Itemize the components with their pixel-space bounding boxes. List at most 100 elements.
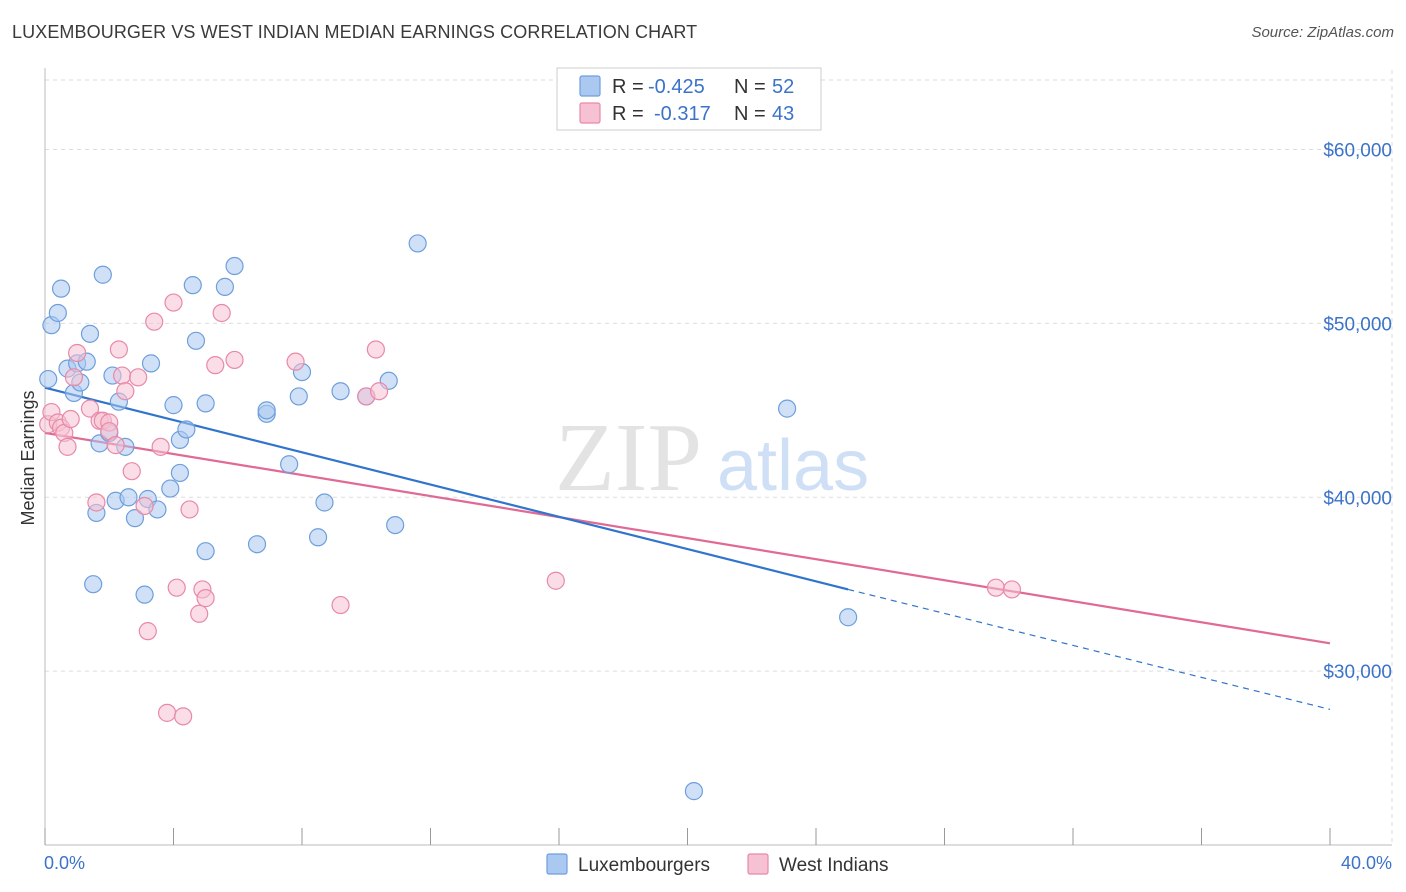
legend-swatch-wi [579,102,601,124]
y-tick-label-2: $50,000 [1323,314,1392,335]
chart-title: LUXEMBOURGER VS WEST INDIAN MEDIAN EARNI… [12,22,698,42]
series-label-wi: West Indians [779,855,888,876]
point-wi-37 [331,595,350,615]
point-lux-3 [51,279,71,298]
point-wi-23 [145,312,164,331]
point-lux-39 [280,455,299,474]
point-lux-42 [308,528,328,547]
point-wi-43 [1002,580,1022,599]
point-wi-22 [138,622,157,641]
grid-lines [45,70,1393,845]
point-lux-25 [161,479,180,498]
legend-r-value-lux: -0.425 [648,76,705,98]
point-wi-36 [286,352,305,371]
point-lux-20 [125,509,145,528]
point-wi-19 [122,462,141,481]
legend-r-label-lux: R = [612,76,644,98]
point-wi-18 [116,382,135,401]
point-wi-8 [68,343,87,363]
point-lux-13 [93,265,112,284]
trend-lines [44,386,1331,710]
watermark-atlas: atlas [717,426,869,506]
legend-n-value-lux: 52 [772,76,794,98]
legend-frame [556,67,822,131]
point-wi-30 [190,604,209,623]
x-tick-labels: 0.0% 40.0% [44,853,1392,873]
point-wi-33 [206,356,225,375]
point-lux-0 [39,369,58,389]
trend-line-lux-extension [847,588,1331,710]
point-lux-43 [315,493,334,512]
point-lux-38 [257,401,276,420]
point-lux-51 [684,782,704,801]
data-points [39,234,1022,801]
point-lux-36 [247,535,267,554]
series-swatch-lux [546,853,568,875]
point-wi-39 [366,340,385,359]
y-tick-label-0: $30,000 [1323,662,1392,683]
legend-n-label-lux: N = [734,76,766,98]
point-lux-29 [177,420,196,439]
point-wi-32 [196,589,215,608]
point-lux-26 [164,396,183,415]
point-wi-34 [212,303,231,323]
point-lux-48 [408,234,427,253]
point-wi-27 [167,578,186,597]
point-lux-9 [80,324,100,343]
point-lux-31 [186,331,206,350]
point-wi-7 [64,368,84,387]
series-swatch-wi [747,853,769,875]
point-wi-15 [106,436,125,455]
watermark: ZIP atlas [555,404,869,512]
point-lux-40 [289,387,308,406]
x-tick-label-0: 0.0% [44,853,85,873]
source-label: Source: ZipAtlas.com [1251,24,1394,41]
point-wi-9 [80,399,100,418]
legend-n-label-wi: N = [734,103,766,125]
y-axis-title: Median Earnings [18,390,38,525]
point-lux-33 [196,394,215,413]
y-tick-label-1: $40,000 [1323,488,1392,509]
point-wi-6 [61,409,80,429]
point-lux-50 [839,608,858,627]
legend-swatch-lux [579,75,601,97]
point-lux-30 [183,276,202,295]
point-lux-23 [141,354,161,373]
point-lux-49 [777,399,797,418]
point-wi-17 [112,366,132,385]
axes [44,68,1392,846]
y-tick-label-3: $60,000 [1323,141,1392,162]
trend-line-wi [44,431,1331,645]
point-wi-26 [164,293,183,312]
point-wi-20 [129,368,148,387]
watermark-zip: ZIP [555,404,702,512]
x-tick-label-1: 40.0% [1341,853,1392,873]
point-lux-10 [84,575,103,594]
point-wi-5 [58,437,77,456]
point-lux-44 [331,382,350,401]
legend: R = -0.425 N = 52 R = -0.317 N = 43 [556,67,822,131]
point-wi-29 [180,500,199,519]
point-lux-34 [215,277,234,296]
legend-n-value-wi: 43 [772,103,794,125]
point-lux-32 [196,542,215,561]
point-wi-35 [225,350,244,370]
point-lux-19 [119,488,138,507]
point-wi-41 [546,571,565,590]
point-wi-16 [109,340,128,359]
y-tick-labels: $30,000 $40,000 $50,000 $60,000 [1323,141,1392,684]
point-lux-35 [225,256,244,276]
trend-line-lux [44,386,849,591]
point-lux-2 [48,303,67,323]
legend-r-value-wi: -0.317 [654,103,711,125]
series-legend: Luxembourgers West Indians [546,853,888,876]
point-lux-21 [135,585,154,604]
point-wi-25 [157,703,177,722]
point-wi-42 [986,578,1006,597]
point-wi-28 [174,707,193,726]
point-wi-40 [370,382,389,401]
point-wi-10 [87,493,106,512]
point-lux-27 [170,463,190,483]
point-lux-47 [386,515,405,535]
